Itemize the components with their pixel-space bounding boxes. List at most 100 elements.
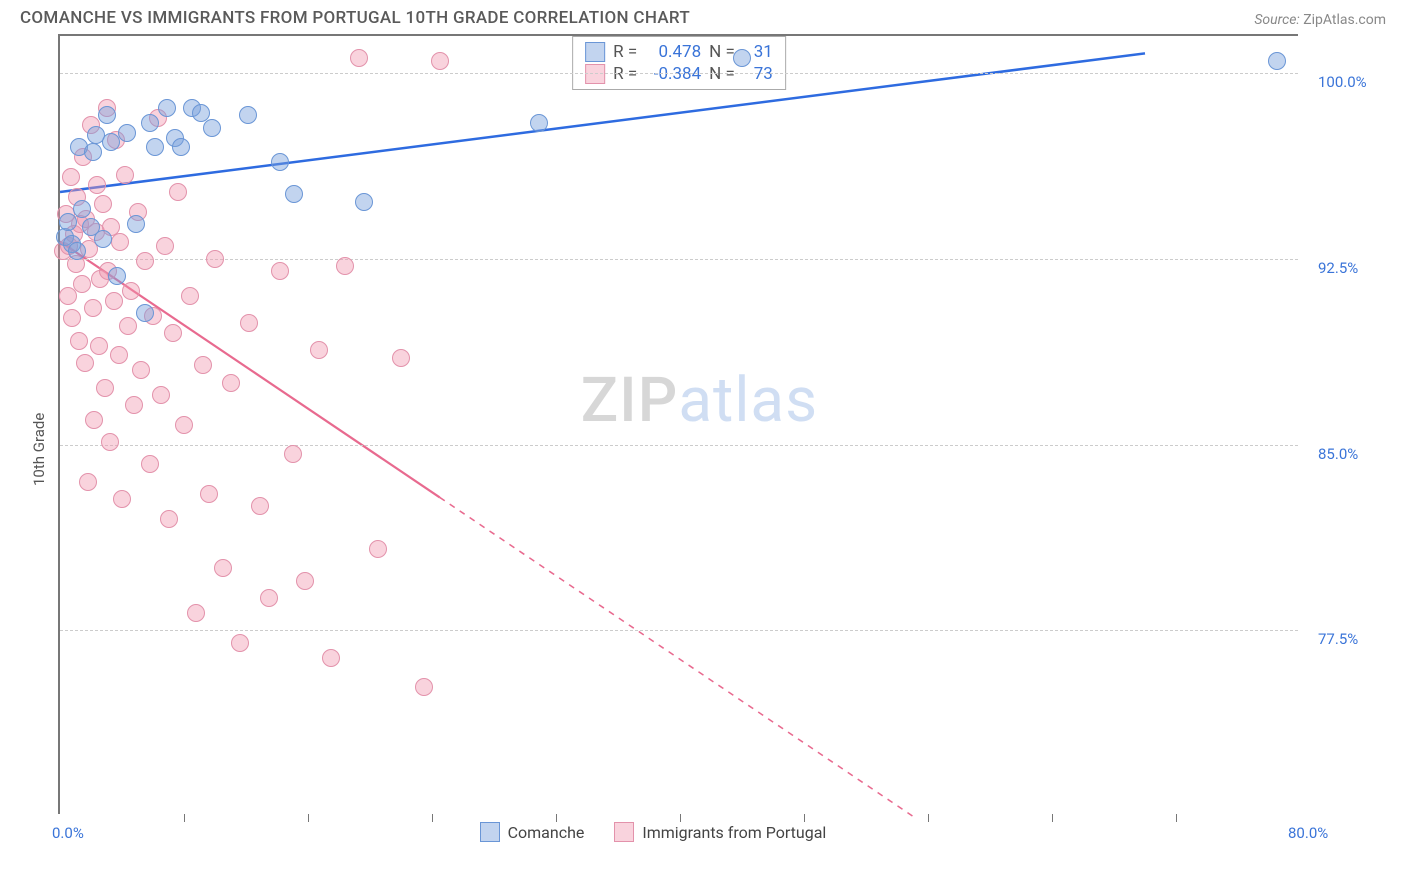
bottom-legend: Comanche Immigrants from Portugal [480,822,827,842]
data-point [152,386,170,404]
legend-item-b: Immigrants from Portugal [614,822,826,842]
data-point [68,242,86,260]
data-point [132,361,150,379]
data-point [73,200,91,218]
data-point [181,287,199,305]
n-label: N = [709,42,735,62]
data-point [84,143,102,161]
data-point [105,292,123,310]
data-point [260,589,278,607]
x-min-label: 0.0% [52,824,84,842]
x-tick [556,814,557,822]
data-point [110,346,128,364]
data-point [84,299,102,317]
source-label: Source: [1254,12,1303,28]
data-point [239,106,257,124]
data-point [141,455,159,473]
data-point [175,416,193,434]
y-tick-label: 85.0% [1318,445,1358,463]
data-point [98,106,116,124]
data-point [160,510,178,528]
data-point [62,168,80,186]
swatch-comanche [480,822,500,842]
source-link[interactable]: ZipAtlas.com [1303,12,1386,28]
y-tick-label: 77.5% [1318,630,1358,648]
x-tick [680,814,681,822]
data-point [322,649,340,667]
data-point [158,99,176,117]
swatch-comanche [585,42,605,62]
data-point [85,411,103,429]
data-point [113,490,131,508]
trendlines [60,36,1300,816]
data-point [164,324,182,342]
data-point [88,176,106,194]
x-tick [1176,814,1177,822]
plot: R = 0.478 N = 31 R = -0.384 N = 73 ZIPat… [58,34,1298,814]
data-point [96,379,114,397]
data-point [125,396,143,414]
legend-item-a: Comanche [480,822,585,842]
data-point [63,309,81,327]
x-tick [928,814,929,822]
data-point [187,604,205,622]
chart-title: COMANCHE VS IMMIGRANTS FROM PORTUGAL 10T… [20,8,690,28]
x-tick [308,814,309,822]
data-point [336,257,354,275]
data-point [392,349,410,367]
data-point [200,485,218,503]
data-point [203,119,221,137]
data-point [231,634,249,652]
data-point [73,275,91,293]
data-point [214,559,232,577]
gridline [60,445,1298,446]
gridline [60,259,1298,260]
data-point [70,332,88,350]
stats-legend: R = 0.478 N = 31 R = -0.384 N = 73 [572,36,786,90]
data-point [350,49,368,67]
x-tick [432,814,433,822]
data-point [59,287,77,305]
y-axis-label: 10th Grade [30,413,48,486]
data-point [284,445,302,463]
plot-area: R = 0.478 N = 31 R = -0.384 N = 73 ZIPat… [0,34,1406,854]
gridline [60,73,1298,74]
swatch-portugal [614,822,634,842]
data-point [530,114,548,132]
x-tick [1052,814,1053,822]
data-point [169,183,187,201]
data-point [733,49,751,67]
data-point [415,678,433,696]
x-max-label: 80.0% [1288,824,1328,842]
data-point [136,304,154,322]
data-point [194,356,212,374]
data-point [122,282,140,300]
source: Source: ZipAtlas.com [1254,9,1386,28]
data-point [119,317,137,335]
r-value-a: 0.478 [645,42,701,62]
data-point [79,473,97,491]
data-point [369,540,387,558]
data-point [355,193,373,211]
data-point [271,262,289,280]
data-point [271,153,289,171]
data-point [94,230,112,248]
data-point [90,337,108,355]
gridline [60,630,1298,631]
data-point [146,138,164,156]
data-point [206,250,224,268]
data-point [141,114,159,132]
data-point [101,433,119,451]
data-point [431,52,449,70]
data-point [240,314,258,332]
x-tick [184,814,185,822]
data-point [136,252,154,270]
data-point [108,267,126,285]
data-point [296,572,314,590]
data-point [118,124,136,142]
data-point [251,497,269,515]
x-tick [804,814,805,822]
r-label: R = [613,42,637,62]
data-point [310,341,328,359]
legend-label-a: Comanche [508,823,585,842]
